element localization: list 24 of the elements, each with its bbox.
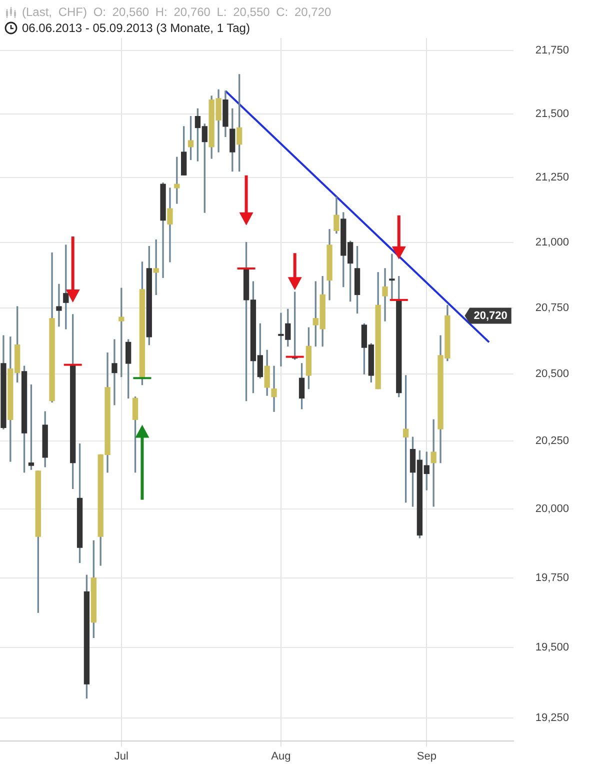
y-tick-label: 20,250 [535,435,570,448]
candlestick [112,339,118,406]
y-tick-label: 19,250 [535,712,570,724]
y-tick-label: 21,000 [535,236,570,248]
x-tick-label: Jul [114,750,128,762]
y-tick-label: 19,500 [535,642,570,654]
chart-subtitle: 06.06.2013 - 05.09.2013 (3 Monate, 1 Tag) [22,21,250,35]
y-tick-label: 21,500 [535,108,570,120]
candlestick [430,419,436,507]
candlestick [389,254,395,299]
y-tick-label: 21,750 [535,44,570,57]
y-tick-label: 20,000 [535,503,570,516]
y-tick-label: 20,500 [535,368,570,380]
chart-title: (Last, CHF) O: 20,560 H: 20,760 L: 20,550 C: 20,720 [22,5,332,19]
candlestick [167,188,173,262]
candlestick [56,284,62,327]
candlestick [382,268,388,322]
y-tick-label: 20,750 [535,302,570,314]
y-tick-label: 19,750 [535,572,570,584]
x-tick-label: Sep [416,750,436,762]
y-tick-label: 21,250 [535,172,570,184]
candlestick [271,366,277,412]
x-tick-label: Aug [271,750,291,762]
annotation: 20,720 [474,310,508,322]
